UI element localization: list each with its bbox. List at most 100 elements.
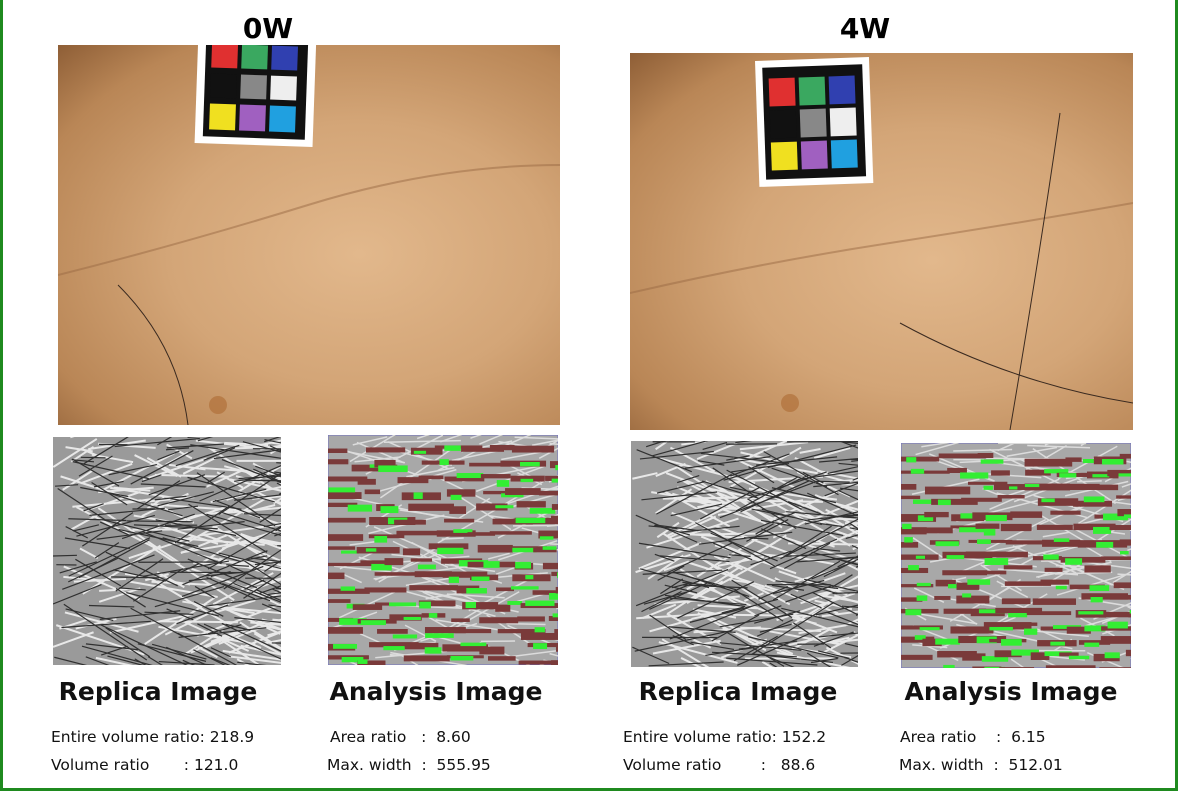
analysis-region — [366, 447, 405, 452]
analysis-region — [916, 556, 925, 559]
analysis-region — [960, 472, 988, 478]
replica-image — [53, 437, 281, 665]
analysis-region — [341, 586, 355, 590]
analysis-region — [984, 529, 996, 536]
analysis-region — [1050, 484, 1099, 490]
panel-title: 0W — [168, 12, 368, 45]
analysis-region — [515, 562, 531, 569]
replica-image — [631, 441, 858, 667]
analysis-region — [911, 469, 924, 474]
analysis-region — [1050, 642, 1065, 646]
analysis-region — [557, 572, 558, 578]
analysis-region — [555, 465, 558, 470]
analysis-region — [466, 588, 487, 593]
analysis-region — [451, 618, 470, 622]
analysis-region — [1050, 511, 1080, 515]
analysis-region — [917, 583, 931, 586]
analysis-region — [539, 491, 558, 496]
analysis-region — [414, 492, 423, 499]
analysis-region — [455, 629, 491, 633]
analysis-region — [328, 487, 355, 492]
analysis-region — [328, 534, 363, 541]
analysis-region — [1001, 524, 1032, 531]
analysis-region — [328, 518, 366, 523]
analysis-region — [495, 605, 510, 612]
texture-line — [663, 498, 736, 499]
analysis-region — [357, 659, 367, 664]
analysis-region — [967, 579, 990, 585]
analysis-region — [374, 536, 387, 543]
figure-frame: 0W 4W — [0, 0, 1178, 791]
analysis-region — [1037, 525, 1073, 530]
analysis-region — [457, 473, 484, 478]
analysis-image — [328, 435, 558, 665]
analysis-region — [472, 577, 490, 581]
analysis-region — [333, 644, 357, 649]
analysis-region — [497, 480, 509, 487]
analysis-region — [1059, 652, 1078, 656]
analysis-region — [444, 445, 461, 450]
analysis-region — [328, 573, 344, 579]
analysis-region — [490, 531, 532, 534]
analysis-region — [383, 646, 404, 650]
analysis-region — [904, 537, 913, 542]
analysis-region — [512, 548, 536, 552]
analysis-region — [1044, 469, 1068, 473]
analysis-region — [936, 541, 959, 546]
analysis-region — [444, 519, 474, 523]
analysis-region — [934, 596, 950, 600]
texture-line — [53, 555, 77, 556]
analysis-region — [549, 593, 558, 600]
analysis-region — [989, 552, 1028, 558]
analysis-region — [1078, 611, 1103, 614]
analysis-region — [365, 489, 380, 494]
analysis-region — [1004, 565, 1033, 569]
analysis-region — [1069, 656, 1089, 660]
analysis-region — [924, 512, 948, 517]
analysis-region — [380, 506, 398, 513]
analysis-region — [556, 587, 558, 593]
analysis-region — [926, 527, 953, 533]
analysis-region — [521, 633, 558, 640]
analysis-region — [404, 617, 421, 620]
analysis-region — [1101, 636, 1131, 644]
texture-line — [506, 624, 545, 625]
analysis-region — [1120, 551, 1129, 554]
analysis-region — [512, 446, 554, 453]
analysis-region — [1002, 598, 1031, 604]
analysis-region — [479, 617, 518, 623]
analysis-region — [533, 643, 547, 649]
analysis-region — [978, 571, 1006, 575]
analysis-region — [554, 629, 558, 635]
analysis-region — [414, 451, 426, 454]
analysis-region — [1105, 612, 1131, 617]
stat-line: Max. width : 555.95 — [327, 756, 491, 774]
analysis-region — [1092, 474, 1109, 477]
analysis-region — [495, 505, 513, 508]
analysis-region — [385, 558, 404, 565]
analysis-region — [1009, 486, 1017, 489]
analysis-region — [925, 487, 970, 495]
analysis-region — [483, 561, 499, 568]
analysis-region — [552, 479, 558, 483]
analysis-region — [901, 542, 918, 548]
analysis-region — [962, 593, 971, 597]
analysis-region — [358, 479, 376, 485]
analysis-region — [938, 500, 951, 505]
analysis-region — [551, 660, 558, 665]
analysis-region — [553, 613, 558, 617]
analysis-region — [902, 524, 911, 529]
analysis-region — [1096, 485, 1118, 491]
analysis-region — [943, 665, 954, 668]
analysis-region — [1105, 652, 1120, 658]
analysis-region — [449, 506, 466, 514]
analysis-region — [328, 599, 351, 603]
analysis-region — [1033, 598, 1076, 605]
analysis-region — [408, 504, 454, 511]
stat-line: Max. width : 512.01 — [899, 756, 1063, 774]
analysis-region — [947, 468, 967, 473]
analysis-region — [1065, 457, 1081, 461]
analysis-region — [1084, 496, 1105, 502]
image-label: Analysis Image — [861, 677, 1161, 706]
analysis-region — [1041, 499, 1054, 503]
